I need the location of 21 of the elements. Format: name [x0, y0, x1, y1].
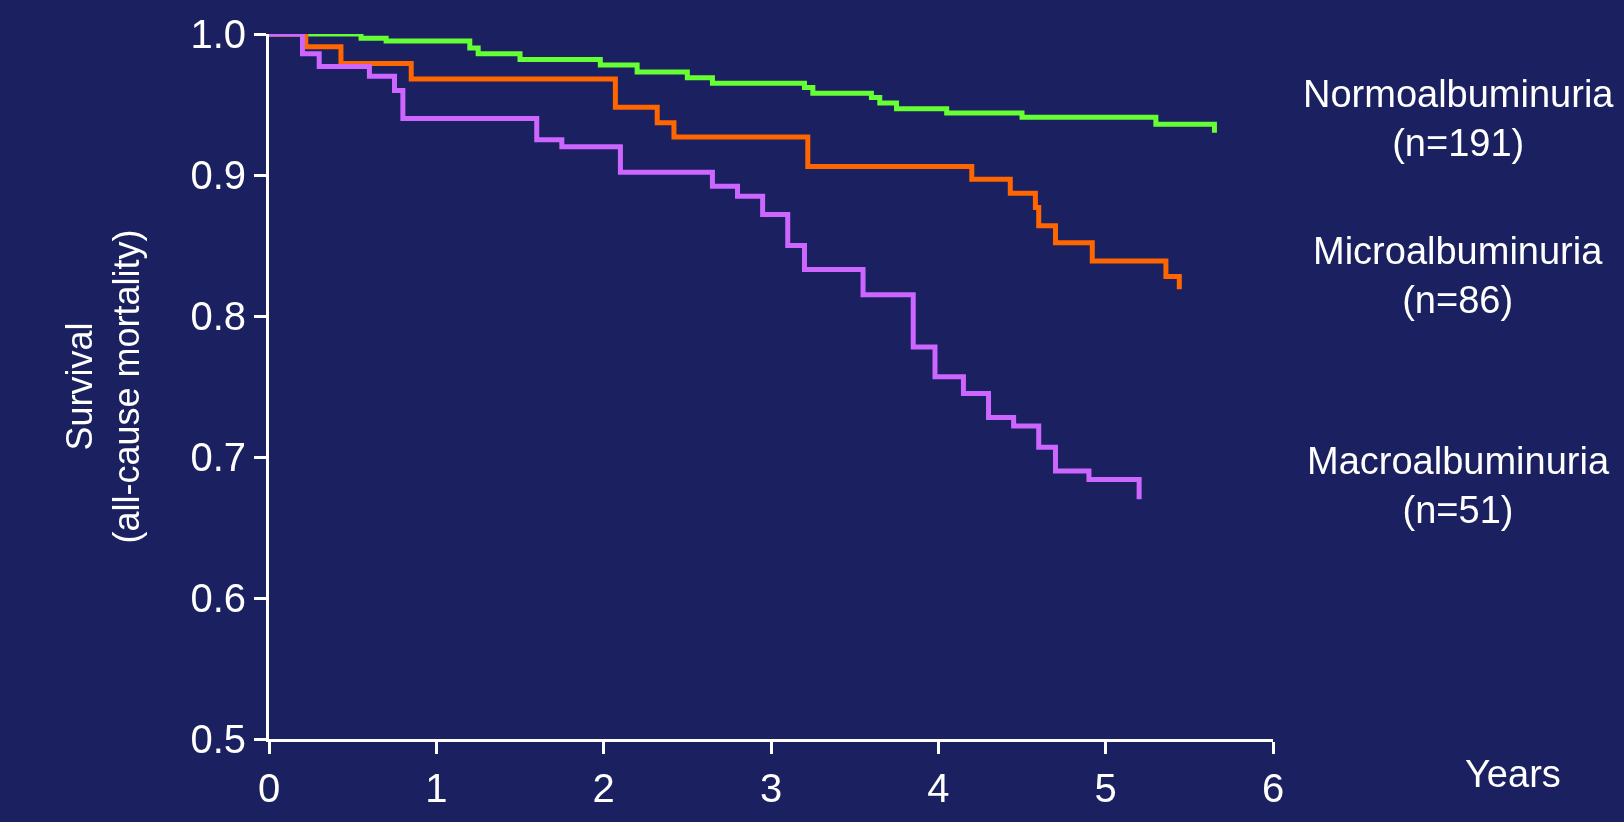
text: Macroalbuminuria [1307, 440, 1610, 482]
x-tick-label: 2 [592, 766, 615, 810]
x-tick-label: 4 [927, 766, 950, 810]
text: (n=51) [1402, 489, 1514, 532]
x-tick-label: 3 [759, 766, 783, 810]
y-tick-label: 0.6 [190, 576, 246, 620]
x-tick-label: 6 [1261, 766, 1285, 810]
y-axis-title: Survival (all-cause mortality) [59, 229, 148, 544]
text: Microalbuminuria [1313, 230, 1604, 272]
y-tick-label: 1.0 [190, 12, 246, 56]
text: Years [1465, 753, 1561, 795]
x-tick-label: 1 [425, 766, 448, 810]
text: Normoalbuminuria [1303, 73, 1615, 115]
text: (n=191) [1392, 122, 1525, 165]
y-tick-label: 0.9 [190, 153, 246, 197]
y-tick-label: 0.7 [190, 435, 246, 479]
y-tick-label: 0.8 [190, 294, 246, 338]
x-tick-label: 0 [257, 766, 281, 810]
y-tick-label: 0.5 [190, 717, 246, 761]
x-tick-label: 5 [1094, 766, 1117, 810]
text: (n=86) [1402, 279, 1514, 322]
